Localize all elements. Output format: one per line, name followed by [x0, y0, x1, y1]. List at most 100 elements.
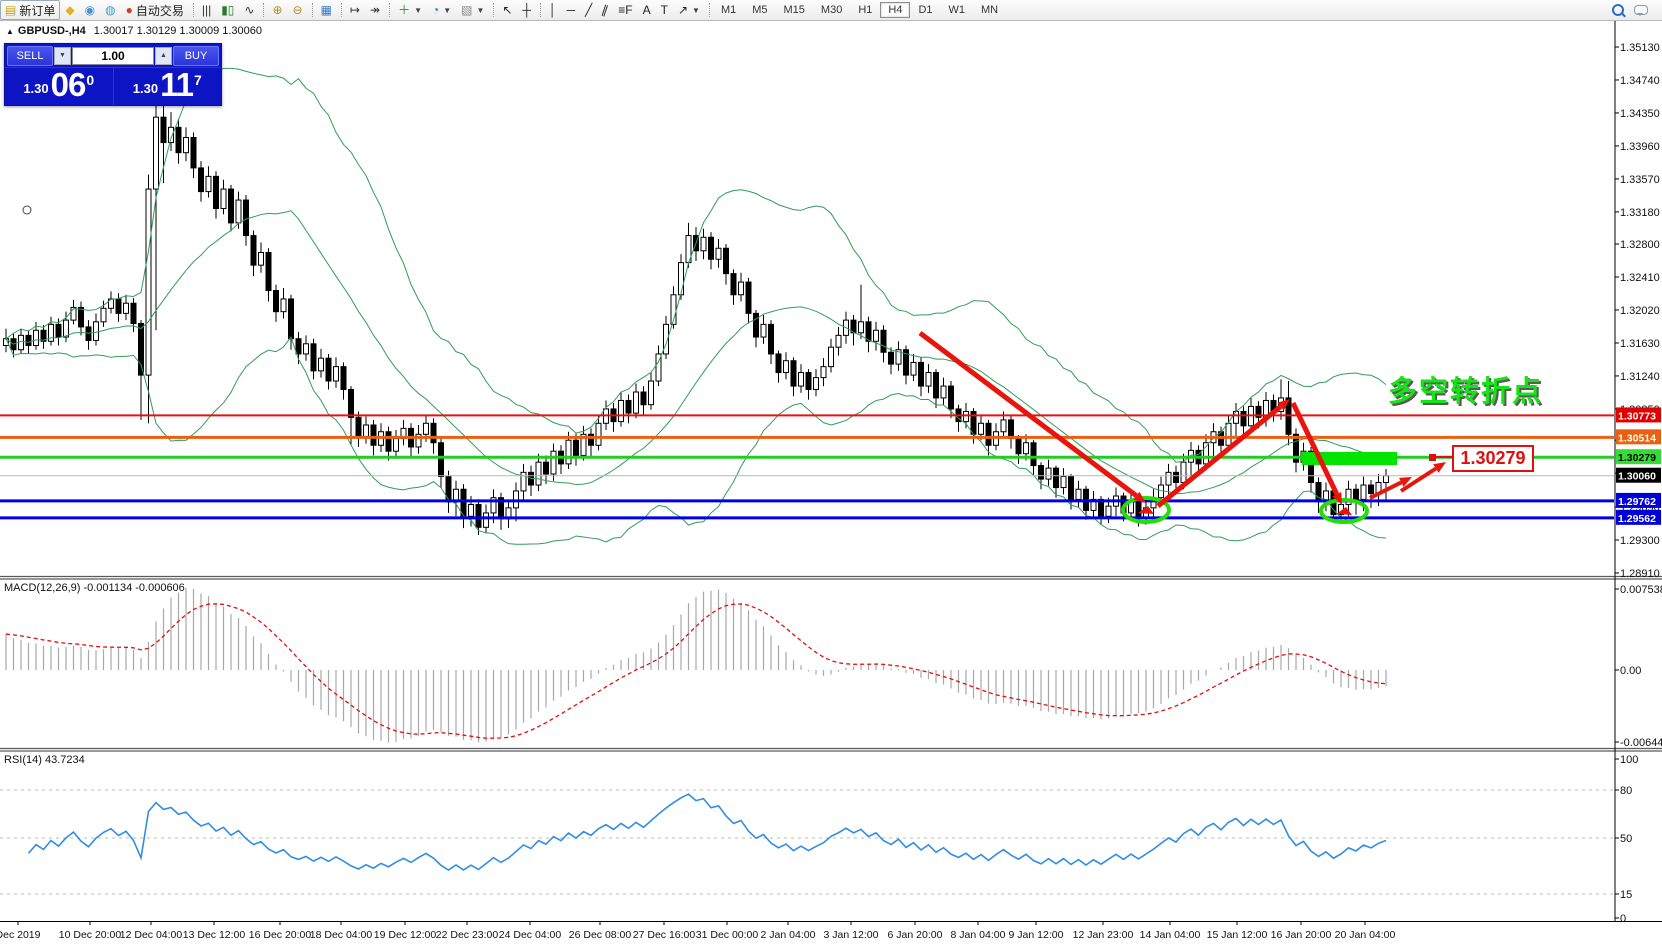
- buy-button[interactable]: BUY: [173, 46, 219, 66]
- text-label-tool[interactable]: T: [656, 0, 673, 20]
- templates-menu-dropdown-icon[interactable]: ▼: [476, 5, 485, 15]
- ellipse-mark: [1138, 506, 1154, 514]
- time-tick-label[interactable]: 9 Jan 12:00: [1009, 929, 1064, 941]
- candlestick: [318, 357, 324, 372]
- time-tick-label[interactable]: 19 Dec 12:00: [374, 929, 437, 941]
- chat-icon[interactable]: [1634, 5, 1648, 16]
- new-order-button[interactable]: ▤ 新订单: [0, 0, 61, 20]
- time-tick-label[interactable]: 12 Dec 04:00: [120, 929, 183, 941]
- chart-object-circle[interactable]: [22, 205, 32, 215]
- toolbar-separator: [708, 3, 710, 17]
- trend-arrow[interactable]: [1156, 404, 1283, 508]
- time-tick-label[interactable]: 26 Dec 08:00: [569, 929, 632, 941]
- volume-decrement[interactable]: ▼: [54, 47, 71, 65]
- candlestick: [250, 235, 257, 266]
- time-tick-label[interactable]: 13 Dec 12:00: [183, 929, 246, 941]
- chinese-annotation[interactable]: 多空转折点: [1388, 376, 1544, 408]
- highlight-ellipse[interactable]: [1319, 498, 1369, 524]
- chart-shift-icon[interactable]: ↠: [365, 0, 385, 20]
- arrows-tool-dropdown-icon[interactable]: ▼: [692, 5, 700, 15]
- trend-arrow[interactable]: [1369, 480, 1403, 500]
- price-callout-label[interactable]: 1.30279: [1452, 445, 1534, 472]
- trend-arrow[interactable]: [1290, 401, 1340, 496]
- price-tag: [1616, 467, 1661, 483]
- candlestick: [828, 346, 834, 368]
- timeframe-m1[interactable]: M1: [720, 4, 737, 16]
- zoom-in-icon[interactable]: ⊕: [267, 0, 287, 20]
- volume-input[interactable]: 1.00: [72, 47, 154, 65]
- indicators-menu[interactable]: ＋ ▼: [393, 0, 427, 20]
- autotrade-button[interactable]: ● 自动交易: [121, 0, 189, 20]
- crosshair-tool-glyph: ┼: [522, 3, 532, 17]
- volume-increment[interactable]: ▲: [155, 47, 172, 65]
- candlestick-chart-icon[interactable]: ▮▯: [216, 0, 239, 20]
- candlestick: [708, 236, 714, 260]
- time-tick-label[interactable]: 12 Jan 23:00: [1073, 929, 1134, 941]
- timeframe-w1[interactable]: W1: [948, 4, 966, 16]
- sell-price[interactable]: 1.30 06 0: [5, 68, 114, 105]
- community-icon[interactable]: ◉: [80, 0, 100, 20]
- crosshair-tool[interactable]: ┼: [518, 0, 537, 20]
- cursor-tool-glyph: ↖: [502, 3, 513, 17]
- time-tick-label[interactable]: 6 Jan 20:00: [888, 929, 943, 941]
- timeframe-h1[interactable]: H1: [858, 4, 873, 16]
- timeframe-h4[interactable]: H4: [880, 2, 911, 18]
- time-tick-label[interactable]: 14 Jan 04:00: [1140, 929, 1201, 941]
- time-tick-label[interactable]: Dec 2019: [0, 929, 41, 941]
- time-tick-label[interactable]: 20 Jan 04:00: [1335, 929, 1396, 941]
- time-tick-label[interactable]: 3 Jan 12:00: [824, 929, 879, 941]
- auto-scroll-icon[interactable]: ↦: [345, 0, 365, 20]
- time-tick-label[interactable]: 8 Jan 04:00: [951, 929, 1006, 941]
- text-tool[interactable]: A: [638, 0, 656, 20]
- arrows-tool[interactable]: ↗ ▼: [673, 0, 705, 20]
- fibonacci-tool[interactable]: ≡F: [613, 0, 637, 20]
- candlestick: [25, 334, 32, 346]
- timeframe-d1[interactable]: D1: [918, 4, 933, 16]
- highlight-ellipse[interactable]: [1121, 496, 1171, 524]
- cursor-tool[interactable]: ↖: [497, 0, 517, 20]
- horizontal-line-tool[interactable]: ─: [562, 0, 581, 20]
- time-tick-label[interactable]: 22 Dec 23:00: [436, 929, 499, 941]
- buy-price[interactable]: 1.30 11 7: [132, 66, 202, 103]
- timeframe-m15[interactable]: M15: [783, 4, 805, 16]
- price-tag-label: 1.30773: [1618, 410, 1656, 422]
- time-tick-label[interactable]: 18 Dec 04:00: [310, 929, 373, 941]
- vertical-line-tool[interactable]: │: [544, 0, 562, 20]
- signals-icon[interactable]: ◍: [100, 0, 120, 20]
- time-tick-label[interactable]: 24 Dec 04:00: [499, 929, 562, 941]
- bar-chart-icon[interactable]: |||: [197, 0, 216, 20]
- indicators-menu-dropdown-icon[interactable]: ▼: [414, 5, 422, 15]
- trendline-tool[interactable]: ╱: [580, 0, 597, 20]
- periods-menu[interactable]: ◔ ▼: [427, 0, 456, 20]
- timeframe-m30[interactable]: M30: [820, 4, 843, 16]
- candlestick: [1345, 488, 1352, 505]
- channel-tool[interactable]: ∥: [597, 0, 613, 20]
- candlestick: [520, 471, 527, 492]
- trend-arrow[interactable]: [1399, 466, 1437, 493]
- trend-arrow[interactable]: [918, 331, 1138, 498]
- periods-menu-dropdown-icon[interactable]: ▼: [443, 5, 452, 15]
- timeframe-m5[interactable]: M5: [752, 4, 768, 16]
- time-tick-label[interactable]: 27 Dec 16:00: [633, 929, 696, 941]
- highlight-rect[interactable]: [1302, 452, 1397, 465]
- tile-windows-icon[interactable]: ▦: [316, 0, 337, 20]
- time-tick-label[interactable]: 16 Dec 20:00: [249, 929, 312, 941]
- zoom-out-icon[interactable]: ⊖: [288, 0, 308, 20]
- time-tick-label[interactable]: 31 Dec 00:00: [696, 929, 759, 941]
- time-tick-label[interactable]: 2 Jan 04:00: [761, 929, 816, 941]
- timeframe-mn[interactable]: MN: [981, 4, 999, 16]
- sell-button[interactable]: SELL: [7, 46, 53, 66]
- indicators-menu-glyph: ＋: [398, 3, 411, 17]
- chart-expand-icon[interactable]: ▲: [6, 27, 14, 36]
- templates-menu[interactable]: ▧ ▼: [456, 0, 489, 20]
- candlestick: [1090, 498, 1097, 511]
- time-tick-label[interactable]: 10 Dec 20:00: [59, 929, 122, 941]
- candlestick: [550, 450, 557, 475]
- time-tick-label[interactable]: 16 Jan 20:00: [1271, 929, 1332, 941]
- profile-icon[interactable]: ◆: [60, 0, 79, 20]
- time-tick-label[interactable]: 15 Jan 12:00: [1207, 929, 1268, 941]
- search-icon[interactable]: [1612, 4, 1624, 16]
- candlestick: [33, 329, 39, 346]
- line-chart-icon[interactable]: ∿: [239, 0, 259, 20]
